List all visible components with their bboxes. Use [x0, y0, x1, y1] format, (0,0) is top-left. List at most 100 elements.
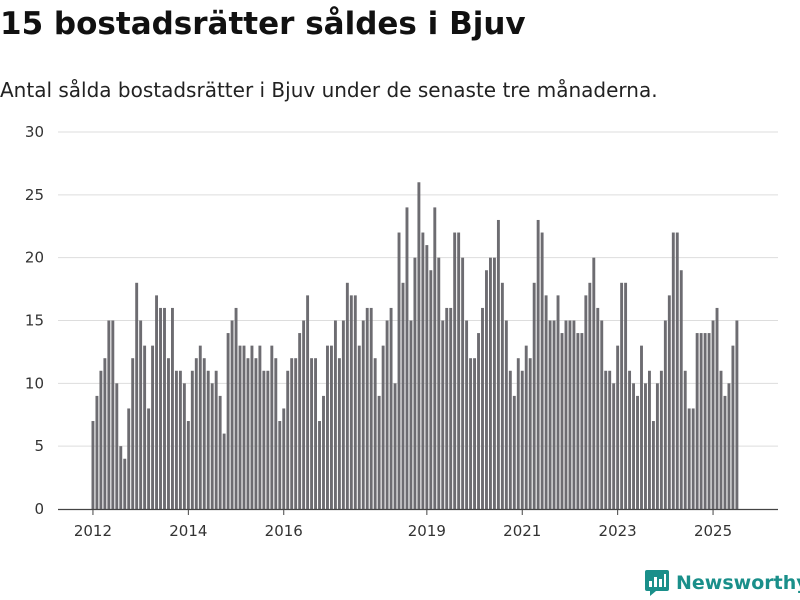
bar[interactable]: [222, 433, 226, 509]
bar[interactable]: [421, 232, 425, 510]
bar[interactable]: [131, 358, 135, 509]
bar[interactable]: [659, 370, 663, 509]
bar[interactable]: [707, 333, 711, 509]
bar[interactable]: [449, 307, 453, 509]
bar[interactable]: [393, 383, 397, 509]
bar[interactable]: [508, 370, 512, 509]
bar[interactable]: [651, 421, 655, 509]
bar[interactable]: [178, 370, 182, 509]
bar[interactable]: [648, 370, 651, 509]
bar[interactable]: [560, 333, 564, 509]
bar[interactable]: [417, 182, 421, 509]
bar[interactable]: [461, 257, 465, 509]
bar[interactable]: [465, 320, 469, 510]
bar[interactable]: [667, 295, 671, 509]
bar[interactable]: [286, 370, 290, 509]
bar[interactable]: [663, 320, 667, 510]
bar[interactable]: [703, 333, 707, 509]
bar[interactable]: [496, 219, 500, 509]
bar[interactable]: [437, 257, 441, 509]
bar[interactable]: [473, 358, 476, 509]
bar[interactable]: [214, 370, 218, 509]
bar[interactable]: [198, 345, 202, 509]
bar[interactable]: [274, 358, 278, 509]
bar[interactable]: [186, 421, 190, 509]
bar[interactable]: [620, 282, 624, 509]
bar[interactable]: [489, 257, 492, 509]
bar[interactable]: [174, 370, 178, 509]
bar[interactable]: [636, 395, 639, 509]
bar[interactable]: [564, 320, 568, 510]
bar[interactable]: [111, 320, 115, 510]
bar[interactable]: [167, 358, 170, 509]
bar[interactable]: [262, 370, 266, 509]
bar[interactable]: [234, 307, 238, 509]
bar[interactable]: [699, 333, 703, 509]
bar[interactable]: [357, 345, 361, 509]
bar[interactable]: [135, 282, 139, 509]
bar[interactable]: [500, 282, 504, 509]
bar[interactable]: [306, 295, 310, 509]
bar[interactable]: [210, 383, 214, 509]
bar[interactable]: [389, 307, 393, 509]
bar[interactable]: [608, 370, 612, 509]
bar[interactable]: [270, 345, 274, 509]
bar[interactable]: [540, 232, 544, 510]
bar[interactable]: [612, 383, 616, 509]
bar[interactable]: [588, 282, 592, 509]
bar[interactable]: [723, 395, 727, 509]
bar[interactable]: [604, 370, 608, 509]
bar[interactable]: [115, 383, 119, 509]
bar[interactable]: [95, 395, 99, 509]
bar[interactable]: [377, 395, 381, 509]
bar[interactable]: [302, 320, 306, 510]
bar[interactable]: [365, 307, 369, 509]
bar[interactable]: [171, 307, 174, 509]
bar[interactable]: [147, 408, 151, 509]
bar[interactable]: [409, 320, 413, 510]
bar[interactable]: [206, 370, 210, 509]
bar[interactable]: [119, 446, 123, 509]
bar[interactable]: [123, 458, 127, 509]
bar[interactable]: [361, 320, 365, 510]
bar[interactable]: [715, 307, 719, 509]
bar[interactable]: [504, 320, 508, 510]
bar[interactable]: [584, 295, 588, 509]
bar[interactable]: [556, 295, 560, 509]
bar[interactable]: [695, 333, 699, 509]
bar[interactable]: [524, 345, 528, 509]
bar[interactable]: [727, 383, 731, 509]
bar[interactable]: [520, 370, 524, 509]
bar[interactable]: [576, 333, 580, 509]
bar[interactable]: [628, 370, 632, 509]
bar[interactable]: [691, 408, 695, 509]
bar[interactable]: [528, 358, 532, 509]
bar[interactable]: [711, 320, 715, 510]
bar[interactable]: [397, 232, 401, 510]
bar[interactable]: [337, 358, 341, 509]
bar[interactable]: [369, 307, 373, 509]
bar[interactable]: [453, 232, 457, 510]
bar[interactable]: [127, 408, 131, 509]
bar[interactable]: [230, 320, 234, 510]
bar[interactable]: [512, 395, 516, 509]
bar[interactable]: [246, 358, 250, 509]
bar[interactable]: [353, 295, 357, 509]
bar[interactable]: [326, 345, 329, 509]
bar[interactable]: [568, 320, 572, 510]
bar[interactable]: [294, 358, 298, 509]
bar[interactable]: [330, 345, 333, 509]
bar[interactable]: [735, 320, 739, 510]
bar[interactable]: [139, 320, 143, 510]
bar[interactable]: [345, 282, 349, 509]
bar[interactable]: [469, 358, 473, 509]
bar[interactable]: [624, 282, 628, 509]
bar[interactable]: [99, 370, 103, 509]
bar[interactable]: [381, 345, 385, 509]
bar[interactable]: [91, 421, 95, 509]
bar[interactable]: [532, 282, 536, 509]
bar[interactable]: [385, 320, 389, 510]
bar[interactable]: [107, 320, 111, 510]
bar[interactable]: [548, 320, 552, 510]
bar[interactable]: [373, 358, 377, 509]
